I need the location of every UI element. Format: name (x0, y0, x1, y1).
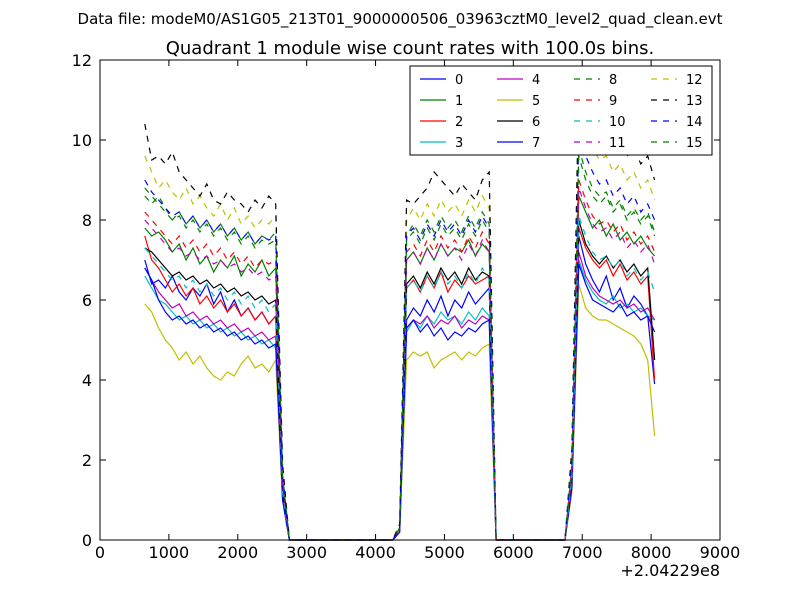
figure-suptitle: Data file: modeM0/AS1G05_213T01_90000005… (78, 10, 723, 29)
legend-label-6: 6 (532, 115, 540, 130)
legend-label-1: 1 (455, 94, 463, 109)
x-offset-label: +2.04229e8 (620, 561, 720, 580)
x-tick-label: 8000 (631, 543, 672, 562)
legend-label-15: 15 (686, 136, 703, 151)
legend-label-13: 13 (686, 94, 703, 109)
y-tick-label: 8 (82, 211, 92, 230)
legend-label-9: 9 (609, 94, 617, 109)
x-tick-label: 6000 (493, 543, 534, 562)
y-tick-label: 2 (82, 451, 92, 470)
legend-box (409, 65, 713, 156)
legend-label-10: 10 (609, 115, 626, 130)
x-tick-label: 2000 (217, 543, 258, 562)
axis-ticks-group: 0 1000 2000 3000 4000 5000 6000 7000 8000 9000 0 2 4… (72, 51, 741, 562)
series-line-10 (144, 215, 656, 541)
y-tick-label: 4 (82, 371, 92, 390)
legend-label-0: 0 (455, 73, 463, 88)
x-tick-label: 1000 (149, 543, 190, 562)
x-tick-label: 9000 (700, 543, 741, 562)
x-tick-label: 7000 (562, 543, 603, 562)
series-line-14 (144, 131, 656, 541)
y-tick-label: 12 (72, 51, 92, 70)
x-tick-label: 0 (95, 543, 105, 562)
legend-label-5: 5 (532, 94, 540, 109)
legend-label-12: 12 (686, 73, 703, 88)
legend-label-4: 4 (532, 73, 540, 88)
legend-label-11: 11 (609, 136, 626, 151)
x-tick-label: 4000 (355, 543, 396, 562)
legend-label-7: 7 (532, 136, 540, 151)
y-tick-label: 6 (82, 291, 92, 310)
plot-series-group (144, 79, 656, 541)
series-line-7 (144, 263, 656, 541)
y-tick-label: 0 (82, 531, 92, 550)
y-tick-label: 10 (72, 131, 92, 150)
chart-title: Quadrant 1 module wise count rates with … (166, 38, 655, 59)
x-tick-label: 5000 (424, 543, 465, 562)
legend-label-8: 8 (609, 73, 617, 88)
x-tick-label: 3000 (286, 543, 327, 562)
legend-label-3: 3 (455, 136, 463, 151)
legend-label-14: 14 (686, 115, 703, 130)
legend-label-2: 2 (455, 115, 463, 130)
